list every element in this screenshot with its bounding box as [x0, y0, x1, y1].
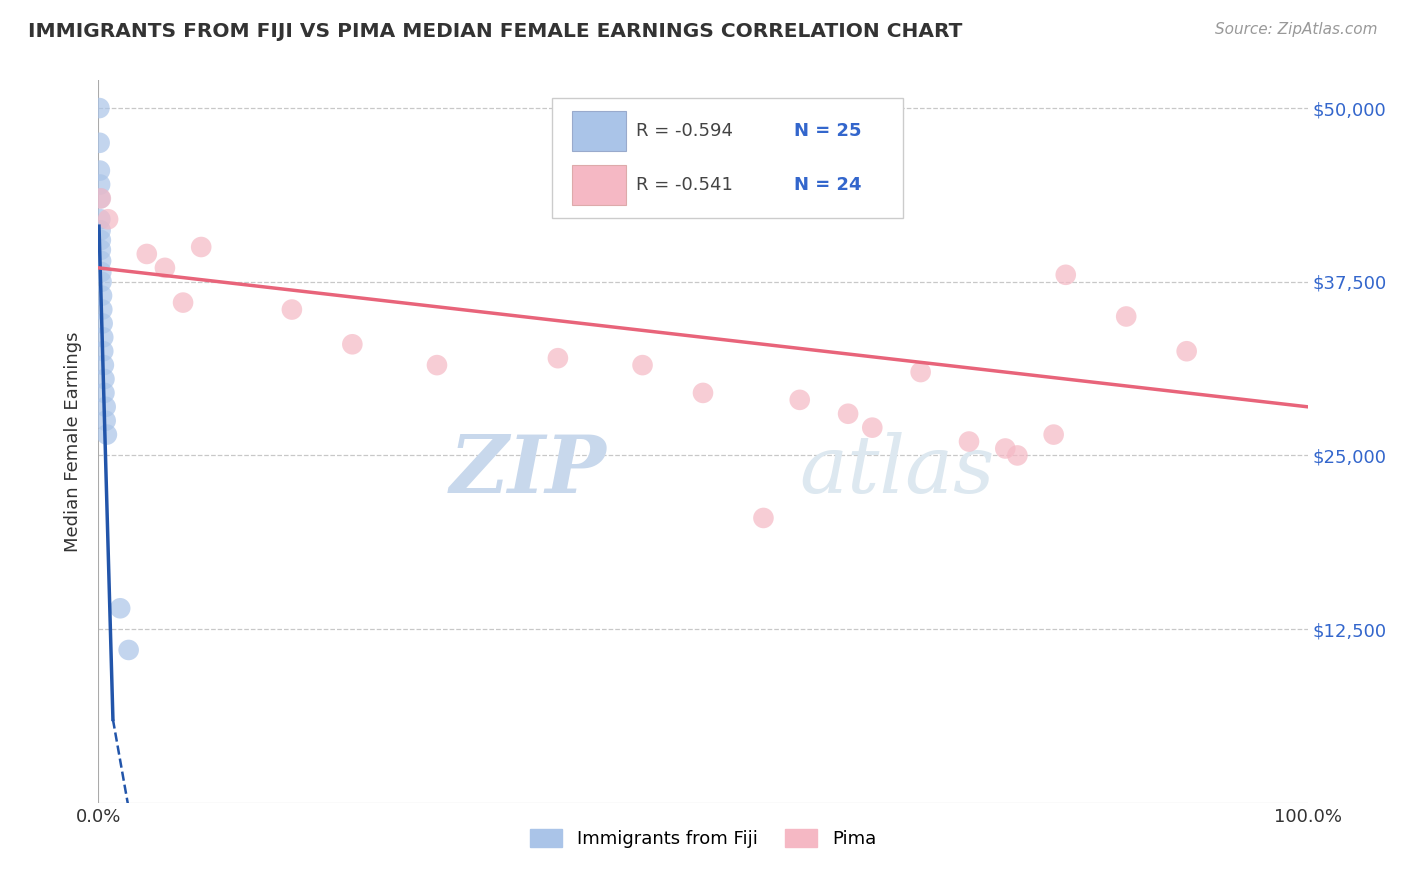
- Point: [91, 344, 114, 359]
- Point: [631, 358, 654, 372]
- Point: [281, 302, 304, 317]
- Point: [547, 351, 569, 366]
- Point: [91, 288, 114, 302]
- Point: [91, 302, 114, 317]
- FancyBboxPatch shape: [572, 165, 626, 205]
- Text: ZIP: ZIP: [450, 432, 606, 509]
- Point: [90, 253, 112, 268]
- Point: [190, 240, 212, 254]
- Text: IMMIGRANTS FROM FIJI VS PIMA MEDIAN FEMALE EARNINGS CORRELATION CHART: IMMIGRANTS FROM FIJI VS PIMA MEDIAN FEMA…: [28, 22, 963, 41]
- Legend: Immigrants from Fiji, Pima: Immigrants from Fiji, Pima: [523, 822, 883, 855]
- Text: R = -0.594: R = -0.594: [637, 122, 734, 140]
- Point: [96, 427, 118, 442]
- Point: [153, 260, 176, 275]
- Point: [837, 407, 859, 421]
- Point: [1042, 427, 1064, 442]
- Text: atlas: atlas: [800, 432, 995, 509]
- FancyBboxPatch shape: [572, 111, 626, 151]
- Point: [89, 136, 111, 150]
- Text: N = 24: N = 24: [793, 176, 862, 194]
- Point: [752, 511, 775, 525]
- Point: [90, 223, 112, 237]
- Point: [1007, 449, 1029, 463]
- Point: [89, 101, 111, 115]
- Point: [90, 233, 112, 247]
- Point: [692, 385, 714, 400]
- Point: [957, 434, 980, 449]
- Point: [90, 265, 112, 279]
- Point: [90, 191, 112, 205]
- Point: [1115, 310, 1137, 324]
- Point: [172, 295, 194, 310]
- Point: [89, 178, 111, 192]
- Point: [90, 275, 112, 289]
- Point: [90, 243, 112, 257]
- Text: R = -0.541: R = -0.541: [637, 176, 734, 194]
- Point: [97, 212, 120, 227]
- Point: [91, 330, 114, 344]
- Text: N = 25: N = 25: [793, 122, 862, 140]
- Point: [93, 385, 115, 400]
- Point: [118, 643, 141, 657]
- Point: [89, 163, 111, 178]
- Point: [1054, 268, 1077, 282]
- Y-axis label: Median Female Earnings: Median Female Earnings: [65, 331, 83, 552]
- FancyBboxPatch shape: [551, 98, 903, 218]
- Point: [108, 601, 131, 615]
- Point: [135, 247, 157, 261]
- Point: [93, 358, 115, 372]
- Point: [94, 400, 117, 414]
- Point: [426, 358, 449, 372]
- Point: [93, 372, 115, 386]
- Point: [910, 365, 932, 379]
- Point: [91, 317, 114, 331]
- Point: [94, 414, 117, 428]
- Text: Source: ZipAtlas.com: Source: ZipAtlas.com: [1215, 22, 1378, 37]
- Point: [89, 191, 111, 205]
- Point: [1175, 344, 1198, 359]
- Point: [860, 420, 883, 434]
- Point: [994, 442, 1017, 456]
- Point: [89, 212, 111, 227]
- Point: [789, 392, 811, 407]
- Point: [342, 337, 364, 351]
